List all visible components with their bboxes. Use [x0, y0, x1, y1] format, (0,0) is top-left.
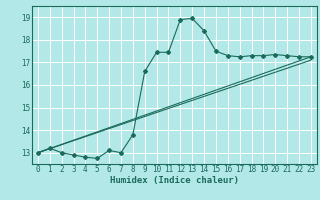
X-axis label: Humidex (Indice chaleur): Humidex (Indice chaleur)	[110, 176, 239, 185]
